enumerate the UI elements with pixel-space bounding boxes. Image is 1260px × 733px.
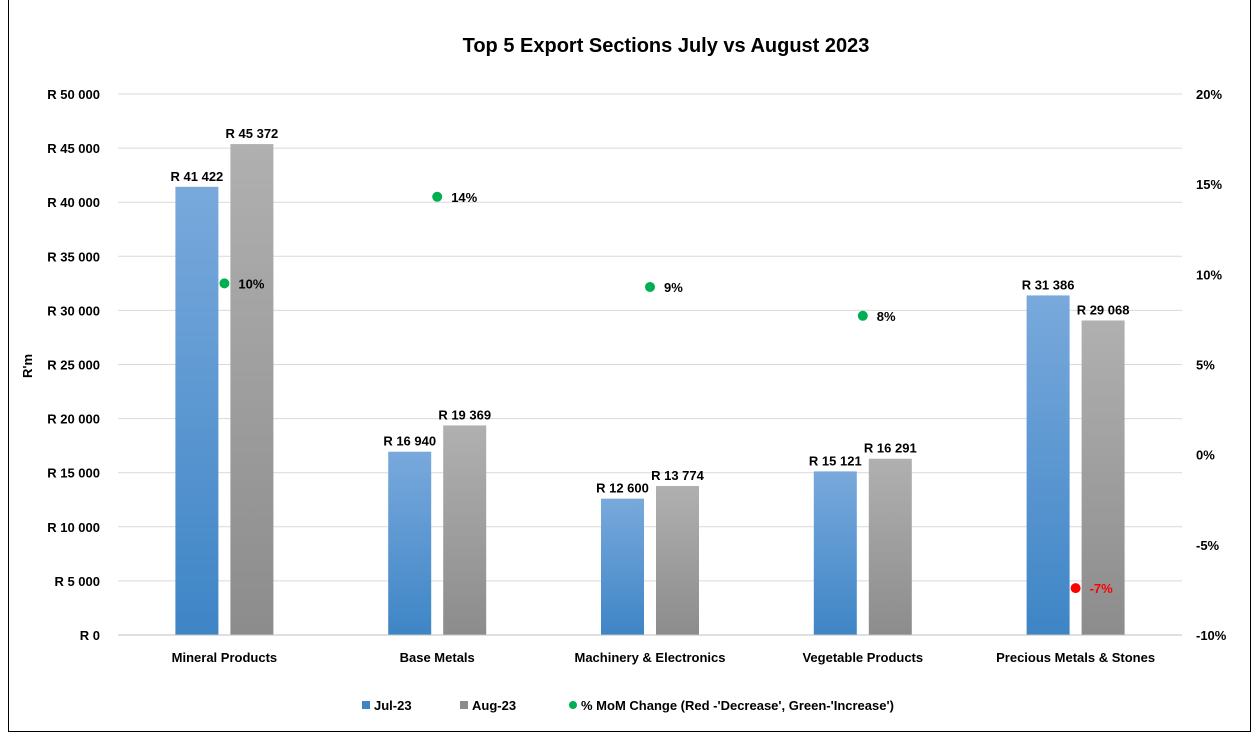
bar-jul-23 [601, 498, 644, 635]
mom-point [432, 191, 443, 202]
legend-label-aug: Aug-23 [472, 698, 516, 713]
y-tick-label: R 30 000 [47, 303, 100, 318]
y-tick-label: R 40 000 [47, 195, 100, 210]
bar-aug-23 [230, 144, 274, 636]
x-category-label: Vegetable Products [802, 650, 923, 665]
y2-tick-label: 15% [1196, 177, 1222, 192]
bar-jul-23 [813, 471, 857, 635]
legend-swatch-jul [362, 701, 370, 709]
bar-aug-23 [443, 425, 487, 635]
bar-value-label: R 16 940 [383, 434, 436, 449]
legend-swatch-mom [569, 701, 577, 709]
bar-value-label: R 45 372 [226, 126, 279, 141]
bar-jul-23 [388, 451, 432, 635]
x-category-label: Mineral Products [172, 650, 277, 665]
legend: Jul-23 Aug-23 % MoM Change (Red -'Decrease… [362, 698, 894, 713]
mom-label: 8% [877, 309, 896, 324]
mom-label: 10% [238, 276, 264, 291]
x-category-label: Machinery & Electronics [575, 650, 726, 665]
y2-tick-label: 10% [1196, 267, 1222, 282]
mom-label: 9% [664, 280, 683, 295]
y-tick-label: R 0 [80, 628, 100, 643]
mom-point [219, 278, 230, 289]
x-category-label: Precious Metals & Stones [996, 650, 1155, 665]
legend-swatch-aug [460, 701, 468, 709]
y2-tick-label: 0% [1196, 448, 1215, 463]
y-axis-title: R'm [20, 354, 35, 378]
y-tick-label: R 25 000 [47, 358, 100, 373]
x-category-label: Base Metals [400, 650, 475, 665]
chart-frame [8, 0, 1251, 732]
axes: R 0 R 5 000 R 10 000 R 15 000 R 20 000 R 25 0… [47, 87, 1227, 665]
y-tick-label: R 45 000 [47, 141, 100, 156]
bar-aug-23 [656, 485, 699, 635]
bar-value-label: R 31 386 [1022, 277, 1075, 292]
bar-value-label: R 41 422 [171, 169, 224, 184]
y-tick-label: R 50 000 [47, 87, 100, 102]
mom-point [857, 310, 868, 321]
mom-point [1070, 583, 1081, 594]
bar-value-label: R 13 774 [651, 468, 705, 483]
y2-tick-label: 5% [1196, 358, 1215, 373]
y2-tick-label: -10% [1196, 628, 1227, 643]
legend-label-mom: % MoM Change (Red -'Decrease', Green-'In… [581, 698, 894, 713]
y-tick-label: R 35 000 [47, 249, 100, 264]
y2-tick-label: -5% [1196, 538, 1220, 553]
y-tick-label: R 15 000 [47, 466, 100, 481]
bar-aug-23 [1081, 320, 1125, 635]
mom-point [645, 281, 655, 292]
y-tick-label: R 20 000 [47, 412, 100, 427]
bar-value-label: R 16 291 [864, 441, 917, 456]
mom-label: -7% [1090, 581, 1114, 596]
bars [175, 144, 1125, 636]
gridlines [118, 93, 1182, 582]
bar-value-label: R 12 600 [596, 481, 649, 496]
mom-points: 10% 14% 9% 8% -7% [219, 190, 1113, 596]
y2-tick-label: 20% [1196, 87, 1222, 102]
chart-title: Top 5 Export Sections July vs August 202… [463, 35, 870, 57]
y-tick-label: R 10 000 [47, 520, 100, 535]
y-tick-label: R 5 000 [54, 574, 100, 589]
bar-value-label: R 15 121 [809, 453, 862, 468]
bar-value-label: R 19 369 [438, 407, 491, 422]
bar-aug-23 [868, 458, 912, 635]
bar-jul-23 [1026, 295, 1070, 635]
bar-value-label: R 29 068 [1077, 302, 1130, 317]
legend-label-jul: Jul-23 [374, 698, 412, 713]
mom-label: 14% [451, 190, 477, 205]
bar-jul-23 [175, 186, 219, 635]
